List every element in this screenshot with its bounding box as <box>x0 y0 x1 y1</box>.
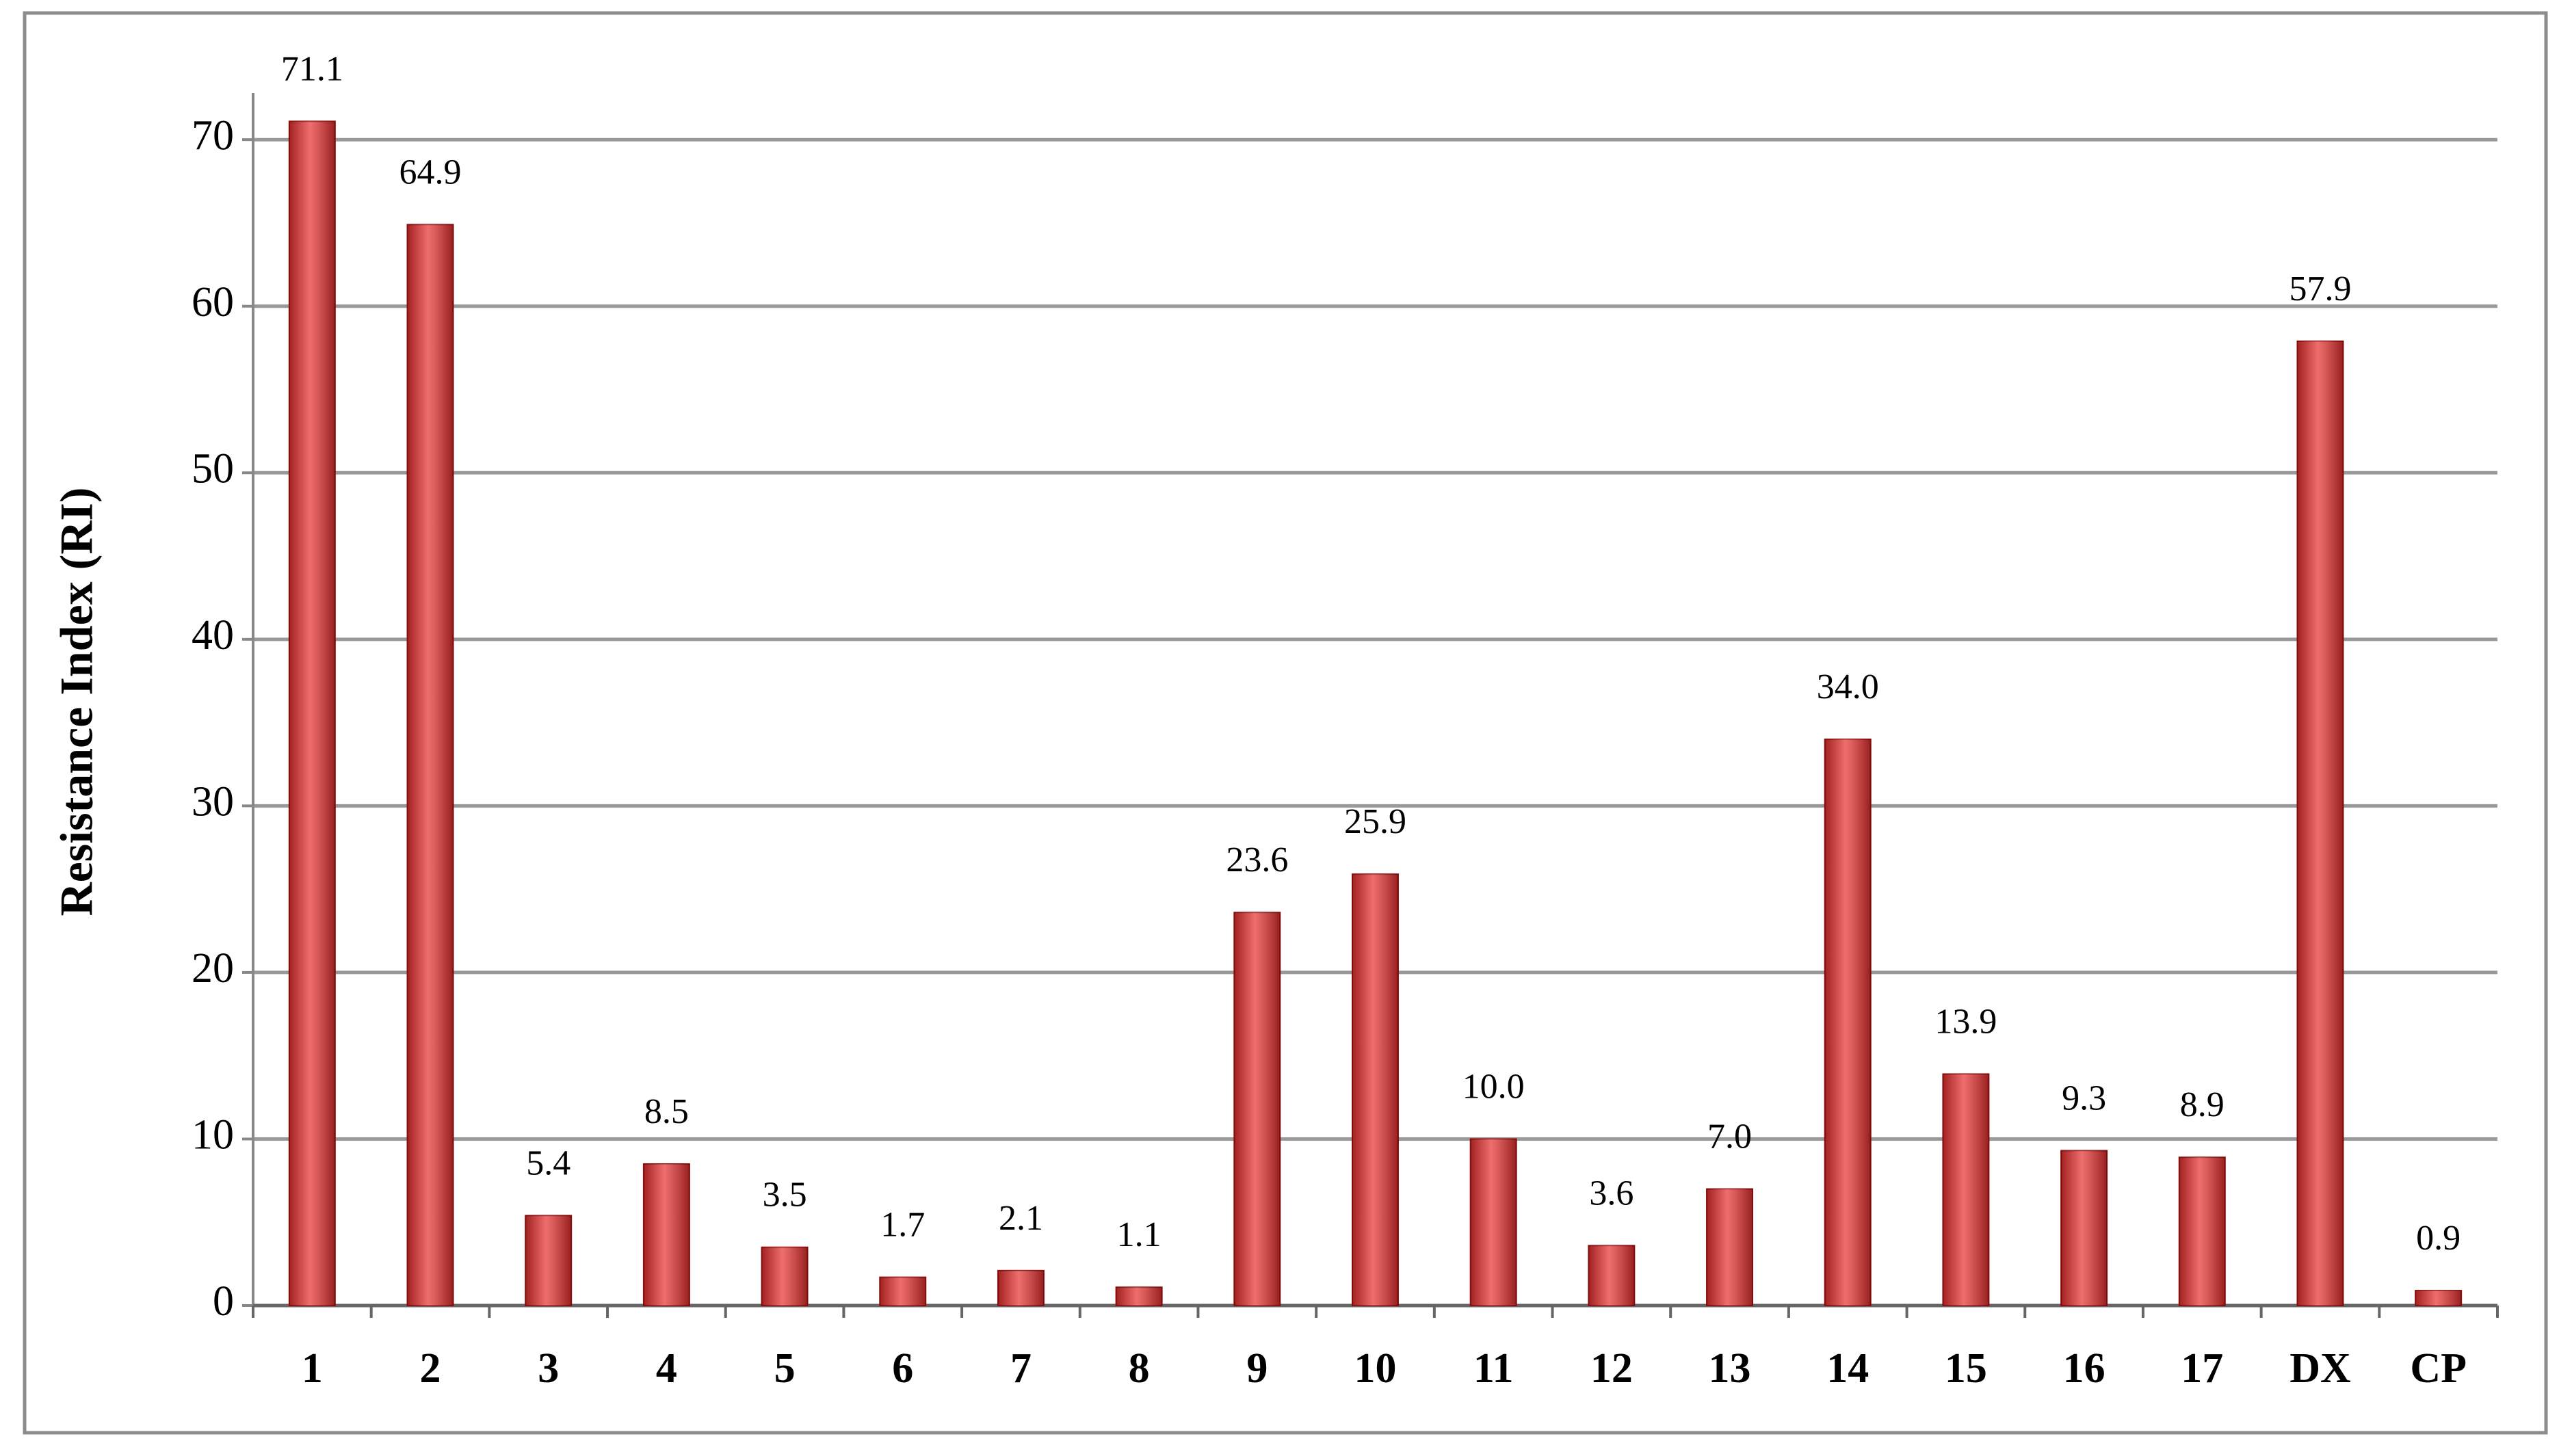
value-label: 34.0 <box>1817 667 1879 706</box>
y-tick-label: 30 <box>192 779 234 825</box>
value-label: 8.5 <box>644 1092 689 1131</box>
x-tick-label: 2 <box>420 1345 441 1392</box>
bar-highlight <box>1707 1189 1753 1306</box>
value-label: 3.6 <box>1589 1174 1633 1213</box>
value-label: 71.1 <box>281 49 343 88</box>
x-tick-label: 3 <box>538 1345 559 1392</box>
x-tick-label: 6 <box>892 1345 913 1392</box>
x-tick-label: 5 <box>774 1345 796 1392</box>
x-tick-label: 1 <box>302 1345 323 1392</box>
value-label: 5.4 <box>526 1143 570 1182</box>
value-label: 64.9 <box>399 153 462 191</box>
value-label: 23.6 <box>1226 840 1288 879</box>
x-tick-label: 11 <box>1473 1345 1514 1392</box>
bar-highlight <box>1470 1139 1517 1306</box>
bar-highlight <box>2179 1157 2225 1306</box>
value-label: 1.1 <box>1117 1215 1162 1254</box>
value-label: 7.0 <box>1707 1117 1752 1156</box>
y-tick-label: 60 <box>192 279 234 326</box>
x-tick-label: 15 <box>1945 1345 1987 1392</box>
x-tick-label: 17 <box>2181 1345 2223 1392</box>
bar-highlight <box>761 1247 808 1306</box>
bar-highlight <box>880 1277 926 1306</box>
bar-highlight <box>1943 1074 1989 1306</box>
x-tick-label: 13 <box>1709 1345 1751 1392</box>
x-tick-label: 7 <box>1010 1345 1032 1392</box>
value-label: 1.7 <box>880 1206 925 1245</box>
bar-highlight <box>289 121 335 1306</box>
x-tick-label: 8 <box>1129 1345 1150 1392</box>
bar-highlight <box>1352 874 1398 1306</box>
bar-highlight <box>997 1270 1044 1306</box>
bar-highlight <box>1116 1287 1162 1306</box>
chart-border <box>23 11 2548 1435</box>
x-tick-label: 9 <box>1246 1345 1268 1392</box>
value-label: 2.1 <box>999 1199 1043 1238</box>
value-label: 9.3 <box>2062 1078 2106 1117</box>
bar-highlight <box>1234 912 1281 1306</box>
bar-highlight <box>1824 739 1871 1306</box>
value-label: 10.0 <box>1462 1067 1525 1106</box>
x-tick-label: DX <box>2289 1345 2351 1392</box>
x-tick-label: 12 <box>1590 1345 1633 1392</box>
x-tick-label: CP <box>2410 1345 2467 1392</box>
value-label: 25.9 <box>1344 802 1406 841</box>
bar-highlight <box>525 1215 572 1306</box>
y-tick-label: 70 <box>192 112 234 159</box>
x-tick-label: 16 <box>2063 1345 2105 1392</box>
y-tick-label: 20 <box>192 945 234 992</box>
bar-highlight <box>407 224 454 1306</box>
y-axis-title: Resistance Index (RI) <box>51 487 103 916</box>
bar-highlight <box>643 1163 690 1306</box>
bar-highlight <box>2415 1290 2462 1306</box>
value-label: 3.5 <box>763 1176 807 1215</box>
bar-highlight <box>2061 1150 2108 1306</box>
y-tick-label: 0 <box>213 1278 234 1325</box>
value-label: 8.9 <box>2180 1085 2225 1124</box>
x-tick-label: 10 <box>1354 1345 1397 1392</box>
bar-highlight <box>2297 341 2344 1306</box>
y-tick-label: 50 <box>192 446 234 492</box>
y-tick-label: 40 <box>192 612 234 659</box>
value-label: 13.9 <box>1934 1002 1997 1041</box>
value-label: 0.9 <box>2416 1219 2460 1258</box>
bar-highlight <box>1588 1245 1635 1306</box>
x-tick-label: 14 <box>1826 1345 1869 1392</box>
value-label: 57.9 <box>2289 269 2351 308</box>
x-tick-label: 4 <box>656 1345 677 1392</box>
y-tick-label: 10 <box>192 1112 234 1159</box>
